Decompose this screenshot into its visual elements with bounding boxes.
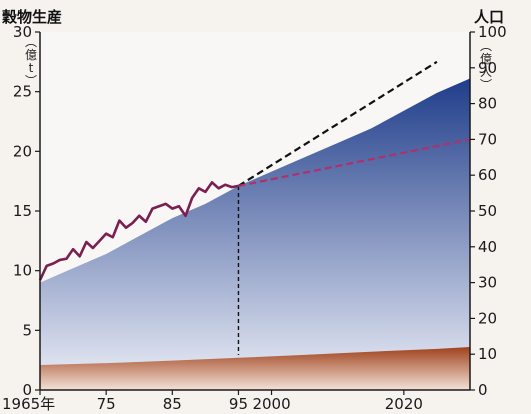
lower-area (40, 347, 470, 390)
right-axis-unit: ︵億人︶ (480, 39, 492, 92)
projection-high-line (237, 60, 438, 187)
right-tick-label: 30 (478, 274, 497, 292)
left-tick-label: 30 (13, 23, 32, 41)
right-tick-label: 0 (478, 381, 488, 399)
unit-glyph: ︶ (480, 78, 492, 92)
population-area (40, 78, 470, 390)
unit-glyph: ︵ (480, 39, 492, 53)
left-axis-unit: ︵億 t ︶ (25, 35, 37, 88)
area-layer (40, 78, 470, 390)
right-tick-label: 100 (478, 23, 507, 41)
left-axis-title: 穀物生産 (1, 8, 62, 26)
right-axis-title: 人口 (474, 8, 504, 26)
right-tick-label: 60 (478, 166, 497, 184)
left-tick-label: 20 (13, 142, 32, 160)
right-tick-label: 90 (478, 59, 497, 77)
left-tick-label: 25 (13, 83, 32, 101)
unit-glyph: t (29, 61, 34, 75)
right-tick-label: 50 (478, 202, 497, 220)
ticks-layer: 0 5 10 15 20 25 30 0 10 20 30 40 50 60 70 80 90 100 1965年 7… (2, 23, 507, 413)
unit-glyph: ︵ (25, 35, 37, 49)
x-tick-label: 2000 (252, 395, 290, 413)
left-tick-label: 10 (13, 262, 32, 280)
left-tick-label: 15 (13, 202, 32, 220)
x-tick-label: 1965年 (2, 395, 55, 413)
left-tick-label: 5 (22, 321, 32, 339)
left-axis-unit-text: ︵億 t ︶ (25, 35, 37, 88)
x-tick-label: 85 (163, 395, 182, 413)
right-tick-label: 80 (478, 95, 497, 113)
unit-glyph: ︶ (25, 74, 37, 88)
right-axis-unit-text: ︵億人︶ (480, 39, 492, 92)
left-tick-label: 0 (22, 381, 32, 399)
unit-glyph: 億 (25, 48, 37, 62)
right-tick-label: 40 (478, 238, 497, 256)
plot-area (38, 32, 471, 390)
unit-glyph: 人 (480, 65, 492, 79)
x-tick-label: 75 (97, 395, 116, 413)
grain-production-line (38, 181, 239, 281)
right-tick-label: 70 (478, 130, 497, 148)
right-tick-label: 20 (478, 309, 497, 327)
x-tick-label: 95 (229, 395, 248, 413)
line-layer (38, 60, 471, 355)
projection-low-line (238, 138, 471, 188)
unit-glyph: 億 (480, 52, 492, 66)
right-tick-label: 10 (478, 345, 497, 363)
x-tick-label: 2020 (385, 395, 423, 413)
